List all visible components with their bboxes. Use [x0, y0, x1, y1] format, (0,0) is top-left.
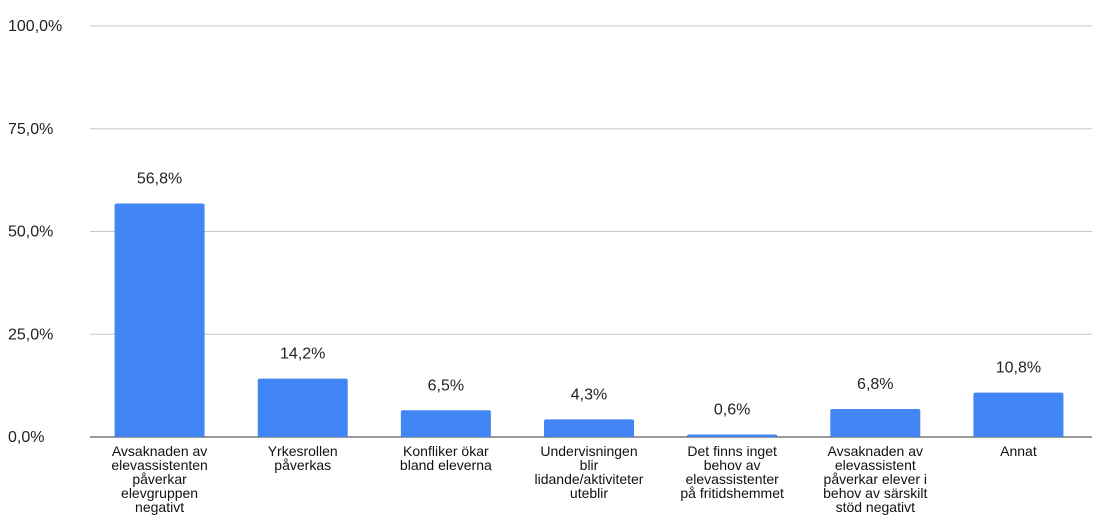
- data-label: 56,8%: [137, 171, 182, 188]
- bar: [687, 434, 778, 437]
- bar: [257, 378, 348, 437]
- data-label: 4,3%: [571, 386, 607, 403]
- x-tick-label: Det finns inget behov av elevassistenter på…: [680, 443, 784, 501]
- data-label: 6,8%: [857, 376, 893, 393]
- data-label: 14,2%: [280, 346, 325, 363]
- x-tick-label: Avsaknaden av elevassistent påverkar eleve…: [823, 443, 927, 515]
- bar: [400, 410, 491, 437]
- x-tick-label: Undervisningen blir lidande/aktiviteter ute…: [535, 443, 644, 501]
- category-labels: Avsaknaden av elevassistenten påverkar elev…: [111, 443, 1037, 515]
- x-tick-label: Yrkesrollen påverkas: [268, 443, 338, 473]
- bar: [114, 203, 205, 437]
- y-tick-label: 0,0%: [8, 429, 44, 446]
- y-tick-label: 75,0%: [8, 121, 53, 138]
- data-label: 6,5%: [428, 377, 464, 394]
- gridlines: [90, 25, 1092, 438]
- y-tick-label: 25,0%: [8, 326, 53, 343]
- bar: [830, 409, 921, 437]
- bars: [114, 203, 1064, 437]
- y-tick-label: 50,0%: [8, 224, 53, 241]
- bar: [544, 419, 634, 437]
- bar: [973, 392, 1064, 437]
- x-tick-label: Konfliker ökar bland eleverna: [400, 443, 492, 473]
- data-labels: 56,8% 14,2% 6,5% 4,3% 0,6% 6,8% 10,8%: [137, 171, 1041, 419]
- y-tick-label: 100,0%: [8, 18, 62, 35]
- y-axis-ticks: 0,0% 25,0% 50,0% 75,0% 100,0%: [8, 18, 62, 446]
- data-label: 0,6%: [714, 402, 750, 419]
- x-tick-label: Avsaknaden av elevassistenten påverkar elev…: [111, 443, 208, 515]
- x-tick-label: Annat: [1000, 443, 1037, 459]
- data-label: 10,8%: [996, 360, 1041, 377]
